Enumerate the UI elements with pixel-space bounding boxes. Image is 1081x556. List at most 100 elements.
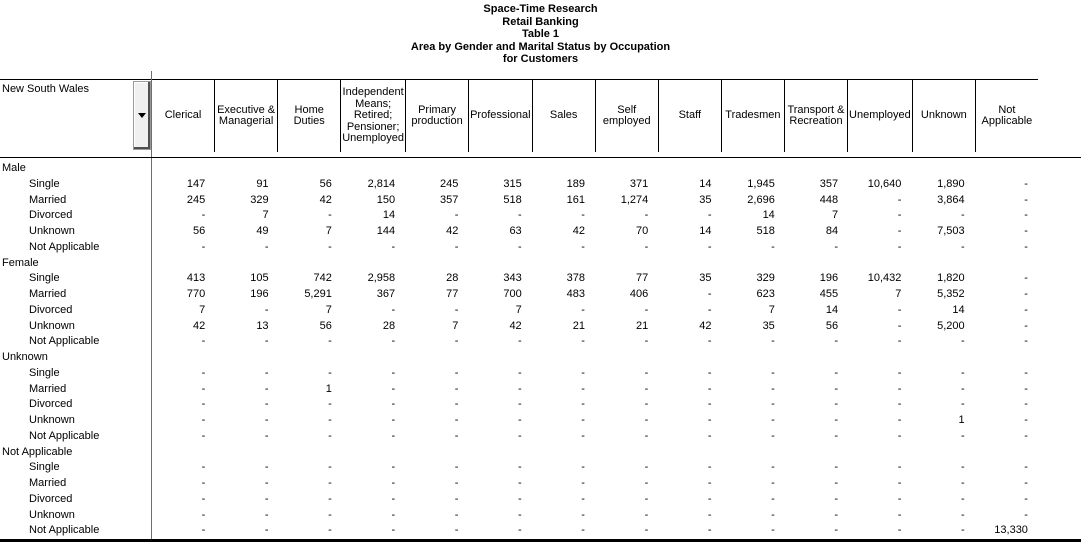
table-cell: - <box>391 508 396 521</box>
table-cell: - <box>264 382 269 395</box>
table-cell: - <box>391 414 396 426</box>
table-cell: 14 <box>762 209 775 222</box>
table-cell: - <box>454 508 459 521</box>
table-cell: 91 <box>256 177 269 190</box>
table-cell: - <box>328 240 332 253</box>
report-title-line: Retail Banking <box>502 15 579 28</box>
table-cell: 42 <box>446 225 459 237</box>
group-row: Male <box>0 161 1038 177</box>
table-cell: 518 <box>756 225 775 237</box>
table-cell: - <box>328 508 332 521</box>
table-cell: - <box>897 414 902 426</box>
table-cell: - <box>328 414 332 426</box>
table-cell: - <box>581 303 585 316</box>
table-cell: - <box>201 524 206 537</box>
table-cell: 1,274 <box>620 193 649 206</box>
table-cell: - <box>328 209 332 222</box>
table-cell: 13,330 <box>994 524 1028 537</box>
table-cell: - <box>201 382 206 395</box>
table-cell: - <box>264 524 269 537</box>
table-cell: - <box>518 492 522 505</box>
table-cell: - <box>644 508 649 521</box>
table-cell: - <box>201 398 206 411</box>
table-cell: - <box>518 477 522 489</box>
table-cell: - <box>960 477 965 489</box>
table-cell: 42 <box>319 193 332 206</box>
column-header: Home Duties <box>277 80 340 152</box>
table-cell: - <box>518 240 522 253</box>
table-cell: - <box>707 209 712 222</box>
table-cell: 77 <box>446 288 459 300</box>
table-cell: - <box>897 492 902 505</box>
table-cell: - <box>1024 414 1028 426</box>
table-cell: 70 <box>636 225 649 237</box>
table-cell: - <box>834 398 839 411</box>
table-row: Single - - - - - - - - - - - - - - <box>0 460 1038 476</box>
row-label: Unknown <box>29 225 75 237</box>
table-cell: - <box>644 492 649 505</box>
chevron-down-icon <box>138 113 146 118</box>
table-cell: - <box>897 366 902 379</box>
table-cell: - <box>201 414 206 426</box>
table-row: Not Applicable - - - - - - - - - - - - - 13,330 <box>0 523 1038 539</box>
table-cell: 7 <box>325 225 332 237</box>
table-cell: - <box>201 240 206 253</box>
table-cell: - <box>328 366 332 379</box>
table-cell: - <box>454 398 459 411</box>
table-cell: 35 <box>699 272 712 285</box>
table-cell: - <box>391 335 396 348</box>
table-cell: - <box>834 492 839 505</box>
column-header: Professional <box>468 80 532 152</box>
table-cell: - <box>707 288 712 300</box>
table-cell: - <box>1024 225 1028 237</box>
table-cell: - <box>897 225 902 237</box>
table-cell: - <box>581 398 585 411</box>
table-cell: 7 <box>452 319 459 332</box>
table-cell: - <box>834 461 839 474</box>
table-cell: - <box>897 524 902 537</box>
table-row: Unknown 42 13 56 28 7 42 21 21 42 35 56 - 5,200 - <box>0 319 1038 335</box>
row-label: Single <box>29 461 60 474</box>
table-cell: - <box>328 335 332 348</box>
report-title-line: Area by Gender and Marital Status by Occ… <box>410 40 671 53</box>
table-cell: 7 <box>831 209 839 222</box>
table-cell: - <box>834 240 839 253</box>
table-cell: 14 <box>699 177 712 190</box>
table-cell: - <box>834 335 839 348</box>
table-cell: 2,696 <box>747 193 775 206</box>
table-cell: - <box>581 335 585 348</box>
row-label: Not Applicable <box>29 240 100 253</box>
table-cell: 5,291 <box>304 288 332 300</box>
table-cell: 742 <box>313 272 332 285</box>
table-cell: - <box>518 429 522 442</box>
table-cell: - <box>1024 177 1028 190</box>
column-header: Unknown <box>911 80 975 152</box>
table-row: Married - - - - - - - - - - - - - - <box>0 476 1038 492</box>
table-row: Married - - 1 - - - - - - - - - - - <box>0 382 1038 398</box>
table-cell: - <box>707 429 712 442</box>
table-cell: - <box>707 398 712 411</box>
table-cell: - <box>1024 382 1028 395</box>
table-cell: - <box>897 319 902 332</box>
table-cell: - <box>960 492 965 505</box>
stub-divider-rule <box>151 71 152 539</box>
group-row: Not Applicable <box>0 445 1038 461</box>
report-header: Space-Time Research Retail Banking Table… <box>0 3 1081 66</box>
data-grid: Male Single 147 91 56 2,814 245 315 189 371 14 1,94… <box>0 161 1038 539</box>
table-cell: - <box>518 524 522 537</box>
table-cell: - <box>1024 492 1028 505</box>
table-cell: - <box>264 508 269 521</box>
table-cell: - <box>1024 288 1028 300</box>
table-cell: - <box>707 524 712 537</box>
table-cell: - <box>834 429 839 442</box>
table-cell: 49 <box>256 225 269 237</box>
table-cell: - <box>897 477 902 489</box>
table-cell: 518 <box>503 193 522 206</box>
table-cell: - <box>264 429 269 442</box>
table-row: Single - - - - - - - - - - - - - - <box>0 366 1038 382</box>
area-dropdown-button[interactable] <box>133 81 151 150</box>
table-cell: - <box>644 398 649 411</box>
table-cell: - <box>328 492 332 505</box>
table-cell: - <box>771 492 775 505</box>
